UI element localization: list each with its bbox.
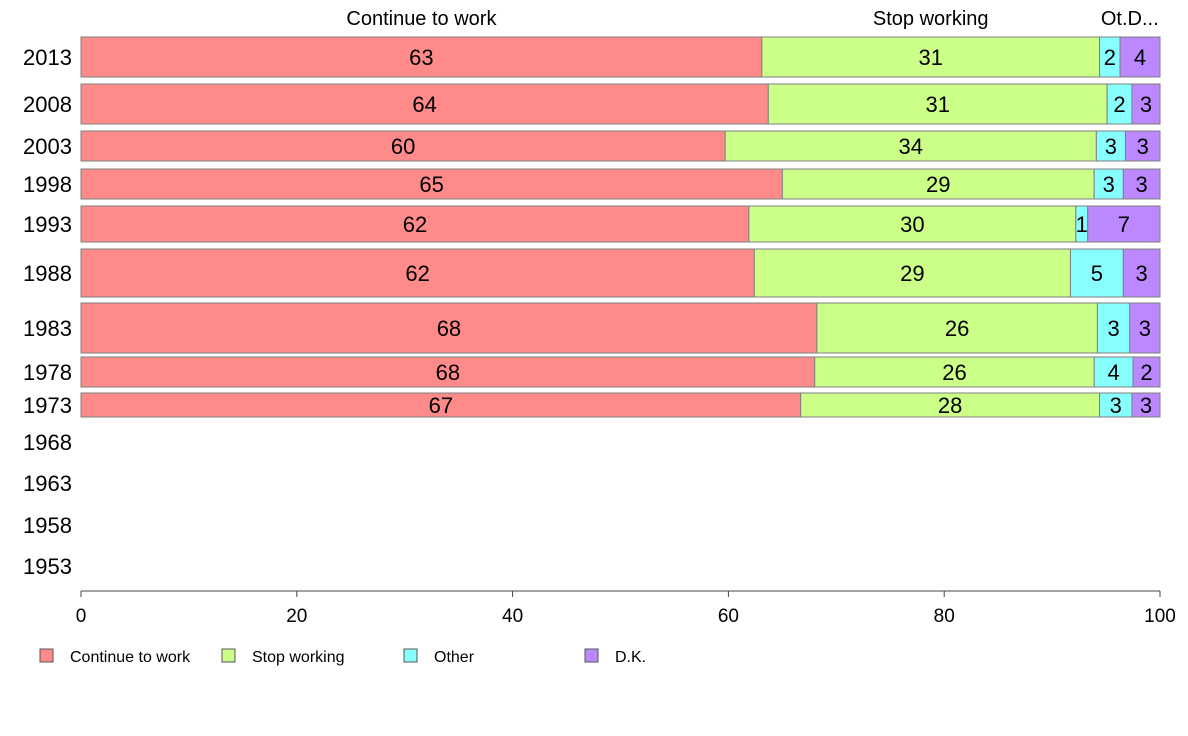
- category-label: 1963: [23, 471, 72, 496]
- value-label: 67: [429, 393, 453, 418]
- value-label: 31: [918, 45, 942, 70]
- value-label: 34: [899, 134, 923, 159]
- value-label: 4: [1134, 45, 1146, 70]
- bar-segment: [1095, 130, 1126, 162]
- bar-segment: [80, 392, 802, 418]
- x-tick-label: 40: [502, 606, 523, 627]
- category-label: 1993: [23, 212, 72, 237]
- category-label: 1953: [23, 554, 72, 579]
- value-label: 3: [1140, 92, 1152, 117]
- bar-segment: [1122, 248, 1161, 298]
- category-label: 2013: [23, 45, 72, 70]
- value-label: 2: [1140, 360, 1152, 385]
- x-tick-label: 20: [286, 606, 307, 627]
- column-header: Continue to work: [346, 8, 497, 30]
- bar-segment: [80, 302, 818, 354]
- value-label: 3: [1103, 172, 1115, 197]
- value-label: 64: [412, 92, 436, 117]
- column-header: Stop working: [873, 8, 989, 30]
- x-tick-label: 60: [718, 606, 739, 627]
- value-label: 60: [391, 134, 415, 159]
- value-label: 30: [900, 212, 924, 237]
- legend-label: D.K.: [615, 649, 646, 666]
- bar-segment: [80, 83, 769, 125]
- bar-segment: [767, 83, 1108, 125]
- value-label: 4: [1107, 360, 1119, 385]
- bar-segment: [748, 205, 1077, 243]
- bar-segment: [1122, 168, 1161, 200]
- value-label: 68: [436, 360, 460, 385]
- bar-segment: [724, 130, 1097, 162]
- value-label: 3: [1136, 261, 1148, 286]
- value-label: 28: [938, 393, 962, 418]
- value-label: 3: [1139, 316, 1151, 341]
- category-label: 1983: [23, 316, 72, 341]
- x-tick-label: 0: [76, 606, 87, 627]
- value-label: 31: [925, 92, 949, 117]
- legend-swatch: [221, 648, 236, 663]
- category-label: 1978: [23, 360, 72, 385]
- value-label: 65: [419, 172, 443, 197]
- value-label: 29: [900, 261, 924, 286]
- bar-segment: [1124, 130, 1161, 162]
- bar-segment: [80, 205, 750, 243]
- bar-segment: [1129, 302, 1161, 354]
- bar-segment: [80, 130, 726, 162]
- legend-label: Other: [434, 649, 475, 666]
- bar-segment: [80, 248, 755, 298]
- bar-segment: [761, 36, 1101, 78]
- column-header: Ot.D...: [1101, 8, 1159, 30]
- value-label: 1: [1076, 212, 1088, 237]
- value-label: 62: [405, 261, 429, 286]
- category-label: 1973: [23, 393, 72, 418]
- value-label: 3: [1136, 172, 1148, 197]
- value-label: 63: [409, 45, 433, 70]
- category-label: 1988: [23, 261, 72, 286]
- value-label: 2: [1104, 45, 1116, 70]
- bar-segment: [80, 168, 783, 200]
- value-label: 3: [1140, 393, 1152, 418]
- value-label: 29: [926, 172, 950, 197]
- value-label: 3: [1107, 316, 1119, 341]
- category-label: 2008: [23, 92, 72, 117]
- bar-segment: [80, 36, 763, 78]
- value-label: 3: [1137, 134, 1149, 159]
- bar-segment: [1106, 83, 1133, 125]
- category-label: 1998: [23, 172, 72, 197]
- bar-segment: [814, 356, 1095, 388]
- bar-segment: [753, 248, 1071, 298]
- legend-swatch: [584, 648, 599, 663]
- category-label: 1958: [23, 513, 72, 538]
- bar-segment: [1087, 205, 1161, 243]
- bar-segment: [1119, 36, 1161, 78]
- bar-segment: [1096, 302, 1131, 354]
- value-label: 26: [942, 360, 966, 385]
- x-tick-label: 80: [934, 606, 955, 627]
- value-label: 68: [437, 316, 461, 341]
- bar-segment: [1099, 392, 1133, 418]
- x-tick-label: 100: [1144, 606, 1176, 627]
- bar-segment: [1093, 168, 1124, 200]
- bar-segment: [1131, 83, 1161, 125]
- value-label: 3: [1110, 393, 1122, 418]
- bar-segment: [816, 302, 1098, 354]
- value-label: 62: [403, 212, 427, 237]
- legend-swatch: [403, 648, 418, 663]
- category-label: 2003: [23, 134, 72, 159]
- value-label: 5: [1091, 261, 1103, 286]
- bar-segment: [1132, 356, 1161, 388]
- value-label: 2: [1113, 92, 1125, 117]
- legend-label: Stop working: [252, 649, 345, 666]
- value-label: 3: [1105, 134, 1117, 159]
- bar-segment: [80, 356, 816, 388]
- value-label: 26: [945, 316, 969, 341]
- legend-label: Continue to work: [70, 649, 191, 666]
- bar-segment: [1131, 392, 1161, 418]
- category-label: 1968: [23, 430, 72, 455]
- legend-swatch: [39, 648, 54, 663]
- bar-segment: [781, 168, 1095, 200]
- value-label: 7: [1118, 212, 1130, 237]
